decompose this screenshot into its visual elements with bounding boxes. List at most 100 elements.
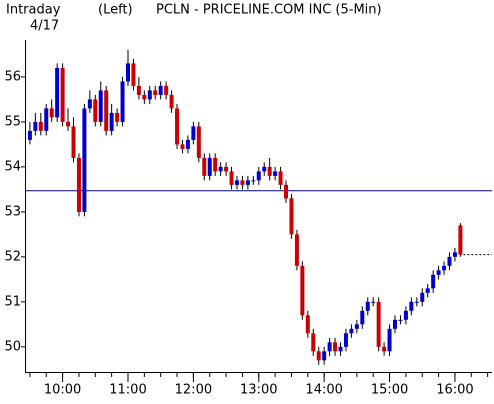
candle-body bbox=[66, 121, 71, 127]
candle-body bbox=[371, 301, 376, 303]
candle-body bbox=[245, 180, 250, 185]
candle-body bbox=[153, 90, 158, 95]
candle-body bbox=[387, 328, 392, 352]
candle-body bbox=[87, 99, 92, 109]
candle-body bbox=[164, 85, 169, 95]
candle-body bbox=[60, 67, 65, 122]
candle-body bbox=[93, 99, 98, 122]
candle-body bbox=[343, 333, 348, 347]
candle-body bbox=[382, 346, 387, 352]
x-tick-label: 12:00 bbox=[175, 383, 212, 398]
candle-body bbox=[191, 126, 196, 140]
candle-body bbox=[425, 288, 430, 293]
candle-body bbox=[229, 171, 234, 185]
candle-body bbox=[38, 121, 43, 131]
candle-body bbox=[147, 90, 152, 100]
candle-body bbox=[136, 85, 141, 95]
candle-body bbox=[185, 139, 190, 149]
x-tick-label: 11:00 bbox=[109, 383, 146, 398]
candle-body bbox=[409, 301, 414, 311]
x-tick-label: 15:00 bbox=[371, 383, 408, 398]
y-tick-label: 53 bbox=[4, 204, 21, 219]
candle-body bbox=[414, 301, 419, 303]
x-tick-label: 10:00 bbox=[44, 383, 81, 398]
subtitle: Intraday bbox=[6, 3, 61, 18]
candle-body bbox=[365, 301, 370, 311]
date: 4/17 bbox=[30, 19, 59, 34]
candle-body bbox=[82, 108, 87, 212]
candle-body bbox=[256, 171, 261, 181]
axis-side: (Left) bbox=[98, 3, 133, 18]
candle-body bbox=[338, 346, 343, 352]
candle-body bbox=[234, 180, 239, 185]
candle-body bbox=[273, 171, 278, 176]
x-tick-label: 16:00 bbox=[436, 383, 473, 398]
candle-body bbox=[224, 166, 229, 172]
candle-body bbox=[333, 342, 338, 352]
candle-body bbox=[393, 319, 398, 329]
candle-body bbox=[98, 90, 103, 122]
candle-body bbox=[218, 166, 223, 172]
candle-body bbox=[207, 157, 212, 176]
candle-body bbox=[104, 90, 109, 131]
candle-body bbox=[115, 112, 120, 122]
candle-body bbox=[262, 166, 267, 172]
candle-body bbox=[316, 351, 321, 361]
candle-body bbox=[44, 108, 49, 131]
candle-body bbox=[289, 198, 294, 235]
candle-body bbox=[196, 126, 201, 158]
candle-body bbox=[398, 319, 403, 321]
x-tick-label: 13:00 bbox=[240, 383, 277, 398]
candle-body bbox=[278, 171, 283, 185]
candle-body bbox=[300, 265, 305, 316]
candle-body bbox=[311, 333, 316, 352]
y-tick-label: 55 bbox=[4, 114, 21, 129]
candle-body bbox=[131, 63, 136, 86]
candle-body bbox=[180, 144, 185, 149]
candle-body bbox=[322, 351, 327, 361]
candle-body bbox=[125, 63, 130, 82]
y-tick-label: 56 bbox=[4, 69, 21, 84]
candle-body bbox=[403, 310, 408, 320]
candle-body bbox=[360, 310, 365, 325]
candle-body bbox=[458, 225, 463, 255]
candle-body bbox=[120, 81, 125, 122]
candle-body bbox=[71, 126, 76, 158]
candle-body bbox=[447, 256, 452, 266]
candle-body bbox=[33, 121, 38, 131]
candle-body bbox=[109, 112, 114, 131]
candle-body bbox=[213, 157, 218, 172]
candle-body bbox=[305, 315, 310, 334]
candle-body bbox=[49, 108, 54, 118]
chart-title: PCLN - PRICELINE.COM INC (5-Min) bbox=[156, 3, 382, 18]
candle-body bbox=[76, 157, 81, 212]
y-tick-label: 50 bbox=[4, 339, 21, 354]
x-tick-label: 14:00 bbox=[305, 383, 342, 398]
candle-body bbox=[431, 274, 436, 289]
candle-body bbox=[27, 130, 32, 140]
candle-body bbox=[251, 180, 256, 182]
y-tick-label: 51 bbox=[4, 294, 21, 309]
candle-body bbox=[354, 324, 359, 329]
candle-body bbox=[158, 85, 163, 95]
y-tick-label: 52 bbox=[4, 249, 21, 264]
candle-body bbox=[436, 270, 441, 275]
candle-body bbox=[267, 166, 272, 176]
candle-body bbox=[349, 328, 354, 334]
candle-body bbox=[175, 108, 180, 145]
candle-body bbox=[294, 234, 299, 266]
candle-body bbox=[202, 157, 207, 176]
candle-body bbox=[420, 292, 425, 302]
candle-body bbox=[169, 94, 174, 109]
candle-body bbox=[376, 301, 381, 347]
y-tick-label: 54 bbox=[4, 159, 21, 174]
candle-body bbox=[142, 94, 147, 100]
candle-body bbox=[284, 184, 289, 199]
candle-body bbox=[452, 252, 457, 257]
candle-body bbox=[240, 180, 245, 185]
candle-body bbox=[327, 342, 332, 352]
candle-body bbox=[55, 67, 60, 118]
